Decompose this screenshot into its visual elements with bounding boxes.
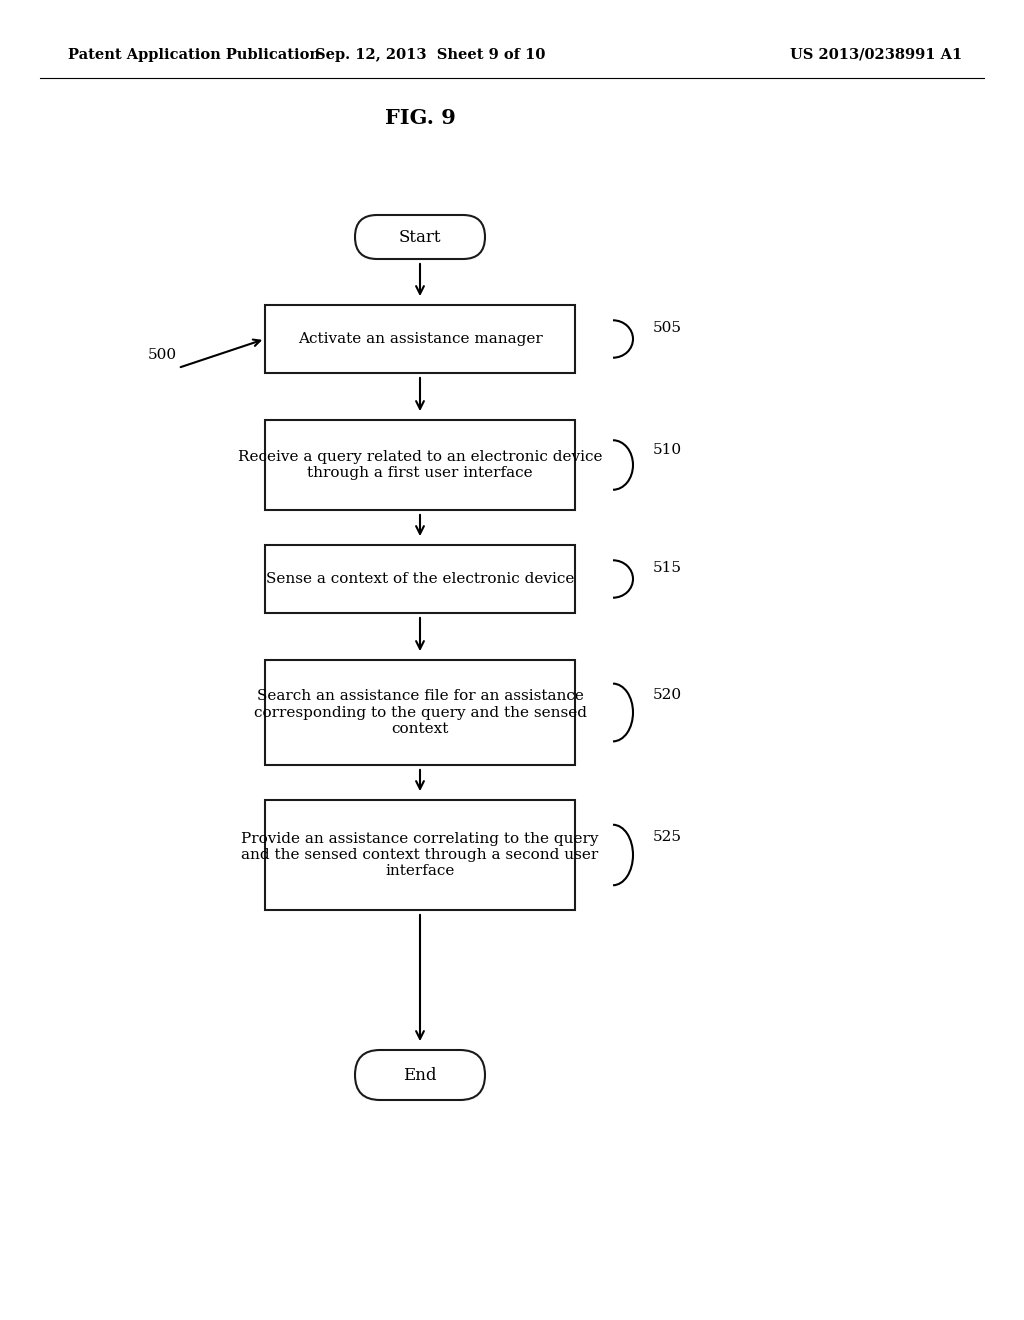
FancyBboxPatch shape (355, 215, 485, 259)
Text: 505: 505 (653, 321, 682, 335)
Bar (265, 420, 575, 510)
Bar (265, 545, 575, 612)
Bar (265, 800, 575, 909)
Bar (265, 305, 575, 374)
Text: 525: 525 (653, 830, 682, 843)
Text: Start: Start (398, 228, 441, 246)
FancyBboxPatch shape (355, 1049, 485, 1100)
Text: Sense a context of the electronic device: Sense a context of the electronic device (266, 572, 574, 586)
Text: 520: 520 (653, 688, 682, 702)
Text: 515: 515 (653, 561, 682, 574)
Text: FIG. 9: FIG. 9 (385, 108, 456, 128)
Text: Sep. 12, 2013  Sheet 9 of 10: Sep. 12, 2013 Sheet 9 of 10 (314, 48, 545, 62)
Text: Activate an assistance manager: Activate an assistance manager (298, 333, 543, 346)
Text: Receive a query related to an electronic device
through a first user interface: Receive a query related to an electronic… (238, 450, 602, 480)
Text: 500: 500 (148, 348, 177, 362)
Text: 510: 510 (653, 444, 682, 457)
Text: Provide an assistance correlating to the query
and the sensed context through a : Provide an assistance correlating to the… (242, 832, 599, 878)
Text: Patent Application Publication: Patent Application Publication (68, 48, 319, 62)
Text: End: End (403, 1067, 437, 1084)
Text: Search an assistance file for an assistance
corresponding to the query and the s: Search an assistance file for an assista… (254, 689, 587, 735)
Text: US 2013/0238991 A1: US 2013/0238991 A1 (790, 48, 963, 62)
Bar (265, 660, 575, 766)
